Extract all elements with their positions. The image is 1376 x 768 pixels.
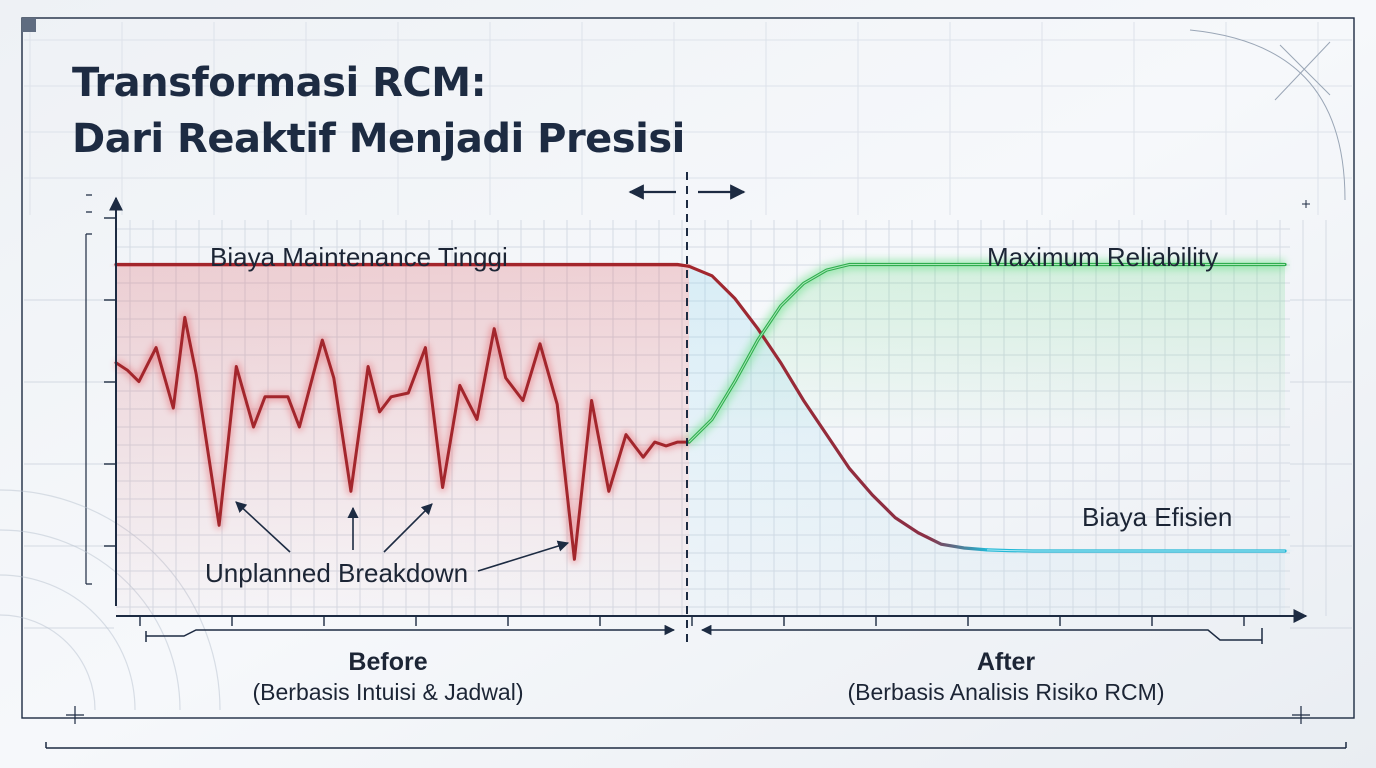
label-max-reliability: Maximum Reliability xyxy=(987,242,1218,272)
line-cost-drop xyxy=(687,264,989,552)
frame xyxy=(21,17,1355,749)
series-lines xyxy=(114,262,1287,561)
pointer-arrow-3 xyxy=(383,503,433,553)
after-sublabel: (Berbasis Analisis Risiko RCM) xyxy=(848,679,1165,705)
before-bracket xyxy=(145,630,674,642)
label-high-cost: Biaya Maintenance Tinggi xyxy=(210,242,508,272)
y-axis-ticks xyxy=(104,217,116,547)
title: Transformasi RCM: Dari Reaktif Menjadi P… xyxy=(72,60,685,162)
after-label: After xyxy=(977,648,1036,676)
pointer-arrow-4 xyxy=(477,540,570,572)
line-breakdown xyxy=(114,315,691,561)
phase-brackets xyxy=(145,628,1263,644)
before-sublabel: (Berbasis Intuisi & Jadwal) xyxy=(253,679,524,705)
after-bracket xyxy=(702,628,1263,644)
axes xyxy=(104,196,1308,626)
title-line-2: Dari Reaktif Menjadi Presisi xyxy=(72,116,685,162)
phase-divider xyxy=(628,172,746,644)
before-label: Before xyxy=(348,648,427,676)
title-line-1: Transformasi RCM: xyxy=(72,60,486,106)
highlight-efficient-cost xyxy=(986,549,1285,552)
area-efficient-cost xyxy=(689,266,1285,616)
label-efficient-cost: Biaya Efisien xyxy=(1082,502,1232,532)
annotations: Biaya Maintenance Tinggi Maximum Reliabi… xyxy=(205,242,1232,588)
highlight-reliability xyxy=(688,264,1285,443)
label-unplanned-breakdown: Unplanned Breakdown xyxy=(205,558,468,588)
pointer-arrow-1 xyxy=(235,501,291,553)
area-reliability xyxy=(689,264,1285,443)
x-axis-ticks xyxy=(139,616,1245,626)
phase-labels: Before (Berbasis Intuisi & Jadwal) After… xyxy=(253,648,1165,705)
line-high-cost xyxy=(114,262,691,268)
